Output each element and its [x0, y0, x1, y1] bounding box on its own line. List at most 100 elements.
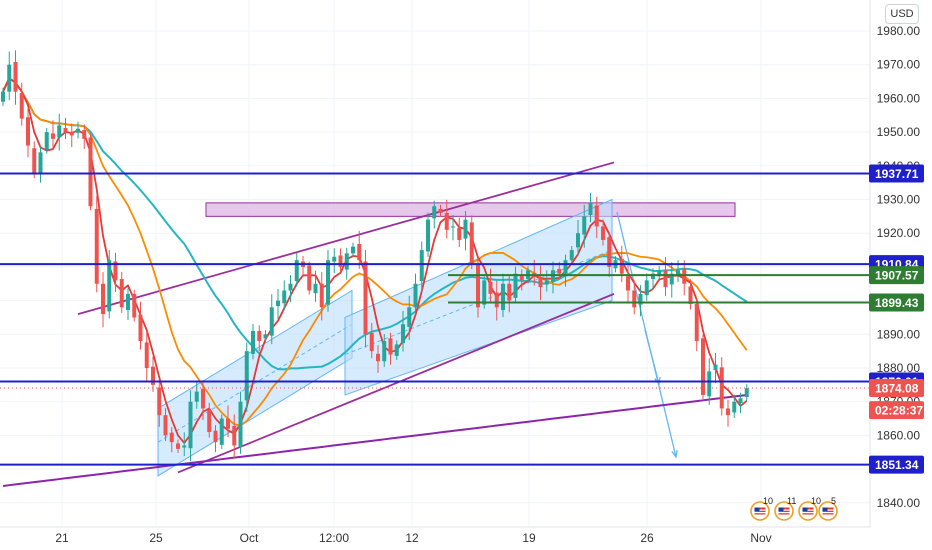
candle[interactable] [163, 408, 168, 441]
candle[interactable] [519, 269, 524, 291]
candle[interactable] [107, 250, 112, 319]
candle[interactable] [257, 325, 262, 352]
candle[interactable] [138, 301, 143, 350]
candle[interactable] [101, 272, 105, 328]
us-flag-event-icon[interactable]: 10 [798, 496, 821, 521]
candle[interactable] [119, 271, 124, 313]
candle[interactable] [507, 275, 512, 313]
candle[interactable] [157, 378, 162, 427]
us-flag-event-icon[interactable]: 5 [818, 496, 838, 521]
candle[interactable] [732, 394, 737, 419]
candle[interactable] [326, 250, 330, 312]
candle[interactable] [269, 294, 274, 345]
candle[interactable] [432, 200, 437, 229]
candle[interactable] [357, 230, 362, 269]
candle[interactable] [238, 391, 243, 454]
candle[interactable] [388, 332, 393, 365]
candle[interactable] [726, 399, 730, 427]
candle[interactable] [69, 123, 74, 148]
candle[interactable] [419, 241, 424, 293]
candle[interactable] [169, 427, 174, 453]
candle[interactable] [669, 262, 674, 298]
candle[interactable] [1, 87, 5, 106]
candle[interactable] [494, 280, 499, 321]
candle[interactable] [276, 288, 280, 320]
candle[interactable] [682, 260, 687, 296]
candle[interactable] [288, 275, 293, 303]
candle[interactable] [263, 330, 268, 343]
candle[interactable] [94, 195, 99, 293]
candle[interactable] [719, 357, 724, 416]
candlesticks[interactable] [1, 50, 749, 462]
candle[interactable] [413, 273, 418, 315]
candle[interactable] [744, 384, 749, 402]
candle[interactable] [32, 141, 37, 179]
candle[interactable] [201, 380, 205, 421]
candle[interactable] [76, 121, 80, 139]
candle[interactable] [44, 128, 49, 154]
candle[interactable] [132, 289, 137, 322]
candle[interactable] [601, 219, 605, 246]
candle[interactable] [176, 439, 180, 453]
candle[interactable] [638, 285, 643, 317]
candle[interactable] [538, 265, 543, 301]
candle[interactable] [394, 340, 399, 360]
candle[interactable] [363, 249, 368, 348]
candle[interactable] [588, 192, 593, 223]
upper-trendline[interactable] [77, 161, 615, 315]
candle[interactable] [213, 425, 218, 453]
candle[interactable] [219, 414, 224, 449]
candle[interactable] [688, 279, 693, 310]
candle[interactable] [438, 204, 443, 218]
candle[interactable] [626, 264, 630, 304]
candle[interactable] [226, 405, 230, 438]
candle[interactable] [576, 220, 580, 256]
candle[interactable] [319, 272, 324, 321]
candle[interactable] [407, 295, 412, 341]
candle[interactable] [51, 120, 55, 148]
candle[interactable] [563, 254, 568, 287]
economic-events[interactable]: 10 11 10 5 [750, 496, 838, 521]
candle[interactable] [13, 50, 18, 105]
us-flag-event-icon[interactable]: 11 [774, 496, 796, 521]
candle[interactable] [713, 353, 718, 384]
candle[interactable] [63, 117, 68, 140]
candle[interactable] [401, 311, 405, 352]
candle[interactable] [194, 381, 199, 409]
candle[interactable] [244, 342, 249, 412]
resistance-zone[interactable] [205, 202, 736, 217]
candle[interactable] [482, 276, 487, 309]
candle[interactable] [88, 133, 93, 211]
candle[interactable] [632, 280, 637, 315]
candle[interactable] [7, 51, 12, 101]
candle[interactable] [594, 196, 599, 239]
candle[interactable] [451, 214, 455, 241]
candle[interactable] [232, 414, 237, 459]
candle[interactable] [569, 246, 574, 265]
candle[interactable] [251, 323, 255, 360]
candle[interactable] [338, 248, 343, 273]
candle[interactable] [19, 82, 24, 126]
candle[interactable] [513, 266, 518, 304]
candle[interactable] [369, 322, 374, 359]
candle[interactable] [582, 204, 587, 248]
candle[interactable] [476, 257, 480, 318]
candle[interactable] [313, 270, 318, 302]
candle[interactable] [457, 217, 462, 248]
candle[interactable] [113, 252, 118, 293]
candle[interactable] [376, 345, 380, 373]
candle[interactable] [144, 330, 149, 382]
candle[interactable] [426, 212, 430, 257]
candle[interactable] [644, 273, 649, 301]
candle[interactable] [182, 432, 187, 457]
candle[interactable] [188, 390, 193, 462]
candle[interactable] [694, 298, 699, 352]
candle[interactable] [26, 108, 30, 158]
candle[interactable] [444, 199, 449, 239]
candle[interactable] [701, 334, 705, 400]
us-flag-event-icon[interactable]: 10 [750, 496, 773, 521]
candle[interactable] [126, 288, 130, 321]
candle[interactable] [651, 268, 655, 290]
lower-trendline[interactable] [177, 293, 615, 474]
